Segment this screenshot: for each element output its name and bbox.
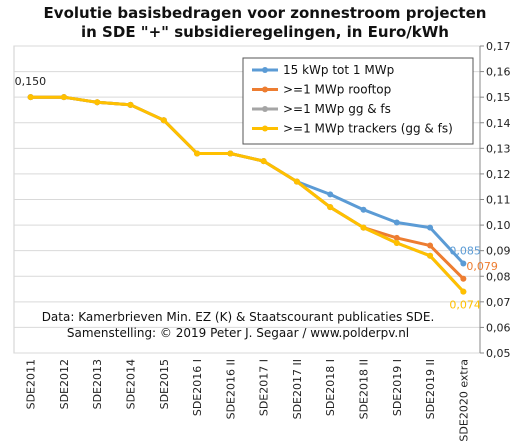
data-point: [360, 224, 367, 231]
x-tick-label: SDE2017 II: [291, 359, 304, 419]
data-point: [460, 288, 467, 295]
legend-marker: [262, 106, 268, 112]
x-tick-label: SDE2017 I: [258, 359, 271, 416]
y-tick-label: 0,17: [486, 40, 511, 53]
x-tick-label: SDE2019 II: [424, 359, 437, 419]
data-point: [460, 275, 467, 282]
y-tick-label: 0,08: [486, 270, 511, 283]
y-tick-label: 0,15: [486, 91, 511, 104]
x-tick-label: SDE2011: [25, 359, 38, 409]
data-point: [60, 94, 67, 101]
x-tick-label: SDE2019 I: [391, 359, 404, 416]
series-line: [29, 95, 465, 294]
x-tick-label: SDE2016 II: [224, 359, 237, 419]
x-tick-label: SDE2020 extra: [457, 359, 470, 442]
y-tick-label: 0,10: [486, 219, 511, 232]
y-tick-label: 0,16: [486, 66, 511, 79]
data-point: [260, 158, 267, 165]
x-tick-label: SDE2012: [58, 359, 71, 409]
x-tick-label: SDE2018 II: [358, 359, 371, 419]
data-label: 0,085: [449, 244, 481, 257]
y-tick-label: 0,06: [486, 321, 511, 334]
x-tick-label: SDE2016 I: [191, 359, 204, 416]
legend-label: 15 kWp tot 1 MWp: [283, 63, 394, 77]
credit-note: Samenstelling: © 2019 Peter J. Segaar / …: [67, 326, 409, 340]
y-tick-label: 0,13: [486, 142, 511, 155]
data-point: [360, 206, 367, 213]
legend-marker: [262, 86, 268, 93]
data-point: [427, 252, 434, 259]
legend-label: >=1 MWp trackers (gg & fs): [283, 122, 453, 136]
data-point: [427, 224, 434, 231]
y-tick-label: 0,12: [486, 168, 511, 181]
legend-marker: [262, 67, 268, 73]
data-point: [194, 150, 201, 157]
data-point: [393, 239, 400, 246]
chart-title-line-2: in SDE "+" subsidieregelingen, in Euro/k…: [81, 23, 449, 41]
y-tick-label: 0,07: [486, 296, 511, 309]
data-point: [427, 242, 434, 249]
legend-label: >=1 MWp gg & fs: [283, 102, 391, 116]
legend-marker: [262, 125, 268, 132]
data-point: [27, 94, 34, 101]
legend: 15 kWp tot 1 MWp >=1 MWp rooftop >=1 MWp g…: [242, 57, 474, 145]
y-axis: 0,05 0,06 0,07 0,08 0,09 0,10 0,11 0,12 0,13 0,14…: [480, 40, 511, 360]
x-tick-label: SDE2018 I: [324, 359, 337, 416]
data-point: [393, 234, 400, 241]
data-point: [94, 99, 101, 106]
legend-box: [242, 57, 474, 145]
legend-label: >=1 MWp rooftop: [283, 83, 391, 97]
data-point: [460, 260, 467, 267]
data-point: [227, 150, 234, 157]
y-tick-label: 0,14: [486, 117, 511, 130]
y-tick-label: 0,11: [486, 194, 511, 207]
x-tick-label: SDE2014: [125, 359, 138, 409]
data-point: [293, 178, 300, 185]
x-axis: SDE2011 SDE2012 SDE2013 SDE2014 SDE2015 SDE20…: [25, 359, 471, 442]
data-point: [160, 117, 167, 124]
data-label: 0,074: [449, 299, 481, 312]
data-label: 0,150: [15, 75, 47, 88]
x-tick-label: SDE2013: [91, 359, 104, 409]
y-tick-label: 0,05: [486, 347, 511, 360]
x-tick-label: SDE2015: [158, 359, 171, 409]
data-labels: 0,150 0,085 0,079 0,074: [15, 75, 498, 311]
data-point: [327, 191, 334, 198]
series-lines: [27, 94, 467, 295]
data-point: [393, 219, 400, 226]
data-point: [327, 204, 334, 211]
y-tick-label: 0,09: [486, 245, 511, 258]
data-label: 0,079: [466, 260, 498, 273]
chart-title-line-1: Evolutie basisbedragen voor zonnestroom …: [44, 4, 487, 22]
source-note: Data: Kamerbrieven Min. EZ (K) & Staatsc…: [42, 310, 435, 324]
data-point: [127, 101, 134, 108]
